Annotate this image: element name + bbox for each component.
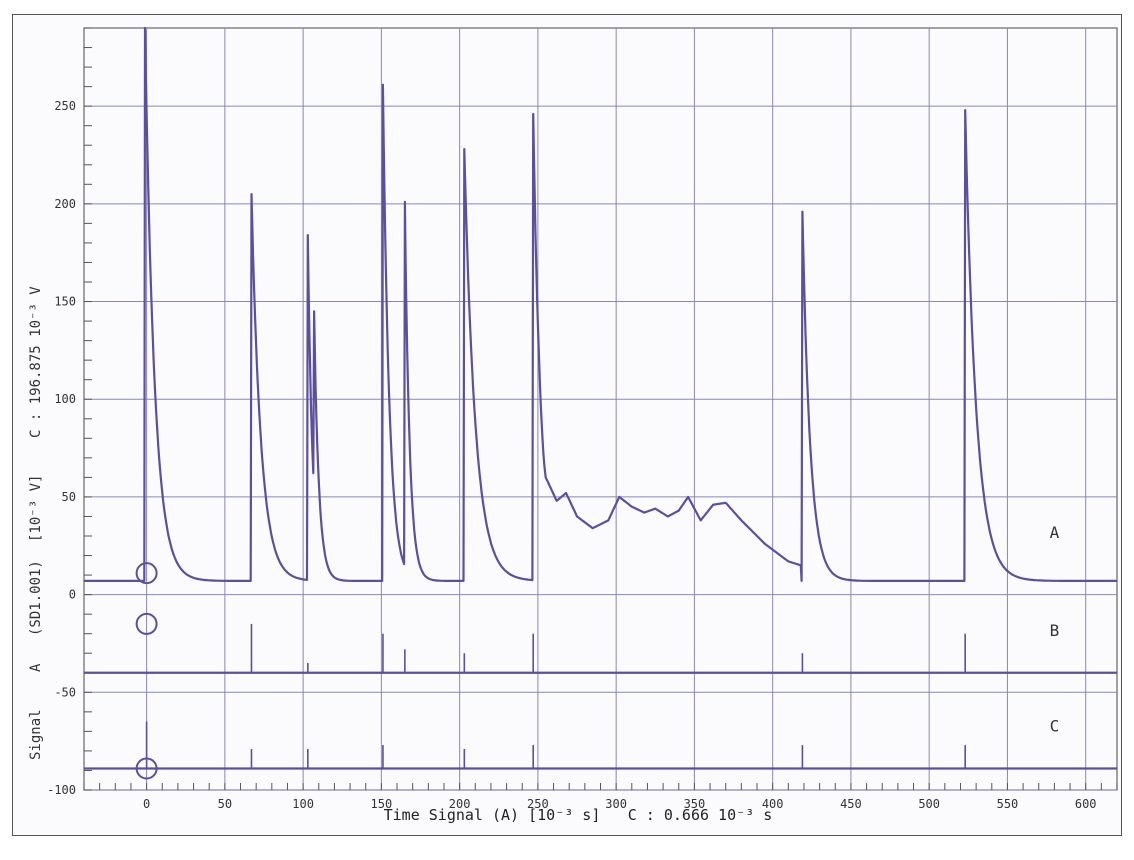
y-label-id: (SD1.001)	[28, 560, 44, 636]
trigger-marker	[135, 612, 158, 635]
y-label-scale: C : 196.875 10⁻³ V	[28, 286, 44, 438]
oscilloscope-frame	[12, 14, 1122, 836]
y-tick-label: 50	[62, 490, 76, 504]
x-tick-label: 0	[143, 797, 150, 811]
x-axis-note: C : 0.666 10⁻³ s	[628, 806, 773, 824]
y-tick-label: 200	[54, 197, 76, 211]
x-tick-label: 450	[840, 797, 862, 811]
x-tick-label: 400	[762, 797, 784, 811]
x-tick-label: 100	[292, 797, 314, 811]
x-tick-label: 500	[918, 797, 940, 811]
trigger-markers	[135, 562, 158, 780]
y-tick-label: 150	[54, 295, 76, 309]
y-tick-label: -50	[54, 685, 76, 699]
x-tick-label: 350	[684, 797, 706, 811]
y-label-unit: [10⁻³ V]	[28, 475, 44, 542]
trace-a-line	[83, 26, 1118, 583]
trace-label-b: B	[1050, 621, 1060, 640]
y-tick-label: 0	[69, 588, 76, 602]
traces	[83, 26, 1118, 770]
y-tick-labels: -100 -50 0 50 100 150 200 250	[47, 99, 76, 797]
y-tick-label: 250	[54, 99, 76, 113]
trace-label-a: A	[1050, 523, 1060, 542]
x-tick-label: 550	[997, 797, 1019, 811]
trigger-marker	[135, 562, 158, 585]
plot-area	[83, 27, 1118, 791]
x-tick-label: 50	[218, 797, 232, 811]
y-tick-label: -100	[47, 783, 76, 797]
x-tick-label: 150	[371, 797, 393, 811]
x-axis-label: Time Signal (A) [10⁻³ s]	[384, 806, 601, 824]
x-tick-label: 250	[527, 797, 549, 811]
x-tick-label: 300	[605, 797, 627, 811]
x-tick-labels: 0 50 100 150 200 250 300 350 400 450 500 550 600	[143, 797, 1097, 811]
trace-label-c: C	[1050, 717, 1060, 736]
x-tick-label: 600	[1075, 797, 1097, 811]
y-tick-label: 100	[54, 392, 76, 406]
y-label-signal: Signal	[28, 709, 44, 760]
tick-marks	[83, 27, 1118, 791]
trace-labels: A B C	[1050, 523, 1060, 735]
grid	[83, 27, 1118, 791]
x-tick-label: 200	[449, 797, 471, 811]
y-label-channel: A	[28, 663, 44, 672]
trigger-marker	[135, 757, 158, 780]
